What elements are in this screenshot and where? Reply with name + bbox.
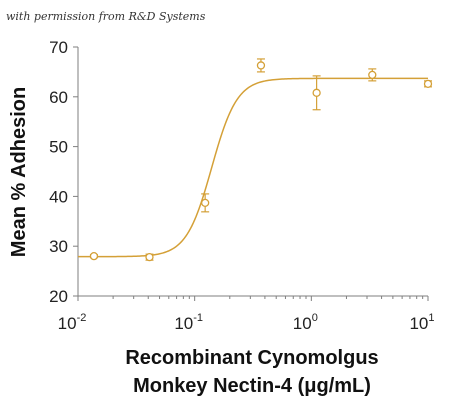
x-tick-label: 10-1 [174, 312, 203, 333]
data-points [89, 58, 433, 262]
point-marker [368, 70, 377, 80]
y-tick-label: 60 [49, 88, 68, 107]
data-point [145, 253, 154, 262]
y-axis-title: Mean % Adhesion [8, 87, 30, 257]
data-point [256, 58, 266, 73]
y-tick-label: 50 [49, 138, 68, 157]
point-marker [423, 79, 433, 89]
data-point [368, 68, 377, 82]
data-point [423, 79, 433, 89]
data-point [201, 193, 210, 213]
credit-text: with permission from R&D Systems [6, 10, 206, 23]
y-tick-labels: 20 30 40 50 60 70 [49, 38, 68, 306]
y-tick-label: 40 [49, 187, 68, 206]
x-tick-label: 100 [293, 312, 318, 333]
y-tick-label: 20 [49, 287, 68, 306]
data-point [89, 252, 99, 261]
fit-curve [78, 77, 428, 258]
point-marker [201, 198, 210, 208]
x-tick-label: 10-2 [58, 312, 87, 333]
axes [73, 46, 429, 301]
data-point [312, 75, 321, 111]
point-marker [256, 61, 266, 70]
y-tick-label: 30 [49, 237, 68, 256]
point-marker [312, 88, 321, 97]
point-marker [145, 253, 154, 262]
x-axis-title-line2: Monkey Nectin-4 (μg/mL) [133, 375, 371, 397]
x-tick-labels: 10-2 10-1 100 101 [58, 312, 435, 333]
x-axis-title-line1: Recombinant Cynomolgus [125, 347, 378, 369]
x-tick-label: 101 [409, 312, 434, 333]
point-marker [89, 252, 99, 261]
y-tick-label: 70 [49, 38, 68, 57]
